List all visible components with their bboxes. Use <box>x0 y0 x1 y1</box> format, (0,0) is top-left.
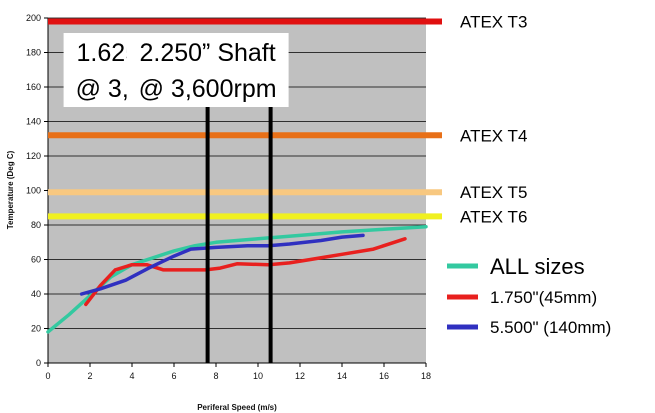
shaft-markers: 1.625” Shaft@ 3,600rpm2.250” Shaft@ 3,60… <box>63 33 289 363</box>
atex-label-0: ATEX T3 <box>460 12 527 31</box>
legend-label-2: 5.500" (140mm) <box>490 318 611 337</box>
x-tick-label: 14 <box>337 371 347 381</box>
x-tick-label: 4 <box>129 371 134 381</box>
series-line-1 <box>84 237 407 307</box>
y-tick-label: 180 <box>26 48 41 58</box>
y-tick-label: 0 <box>36 358 41 368</box>
x-tick-label: 12 <box>295 371 305 381</box>
shaft-label-line2-1: @ 3,600rpm <box>139 75 277 103</box>
legend-label-1: 1.750"(45mm) <box>490 288 597 307</box>
data-series <box>46 224 428 334</box>
x-axis-title: Periferal Speed (m/s) <box>197 403 277 412</box>
x-tick-label: 2 <box>87 371 92 381</box>
x-tick-label: 8 <box>213 371 218 381</box>
x-tick-label: 10 <box>253 371 263 381</box>
x-tick-label: 6 <box>171 371 176 381</box>
atex-label-2: ATEX T5 <box>460 183 527 202</box>
atex-label-3: ATEX T6 <box>460 207 527 226</box>
y-tick-label: 140 <box>26 117 41 127</box>
y-tick-label: 160 <box>26 82 41 92</box>
shaft-label-box-1 <box>126 33 289 107</box>
legend: ALL sizes 1.750"(45mm) 5.500" (140mm) <box>447 254 611 337</box>
legend-label-0: ALL sizes <box>490 254 585 279</box>
x-tick-label: 18 <box>421 371 431 381</box>
y-tick-label: 120 <box>26 151 41 161</box>
x-axis-ticks: 0 2 4 6 8 10 12 14 16 18 <box>45 363 431 381</box>
atex-reference-lines: ATEX T3 ATEX T4 ATEX T5 ATEX T6 <box>48 12 527 226</box>
x-tick-label: 16 <box>379 371 389 381</box>
y-tick-label: 100 <box>26 186 41 196</box>
atex-label-1: ATEX T4 <box>460 126 527 145</box>
x-tick-label: 0 <box>45 371 50 381</box>
shaft-label-line1-1: 2.250” Shaft <box>139 39 275 67</box>
y-tick-label: 200 <box>26 13 41 23</box>
y-axis-title: Temperature (Deg C) <box>6 150 15 229</box>
series-line-2 <box>79 233 365 296</box>
y-tick-label: 20 <box>31 324 41 334</box>
y-tick-label: 80 <box>31 220 41 230</box>
y-axis-ticks: 0 20 40 60 80 100 120 140 160 180 200 <box>26 13 48 368</box>
y-tick-label: 60 <box>31 255 41 265</box>
y-tick-label: 40 <box>31 289 41 299</box>
